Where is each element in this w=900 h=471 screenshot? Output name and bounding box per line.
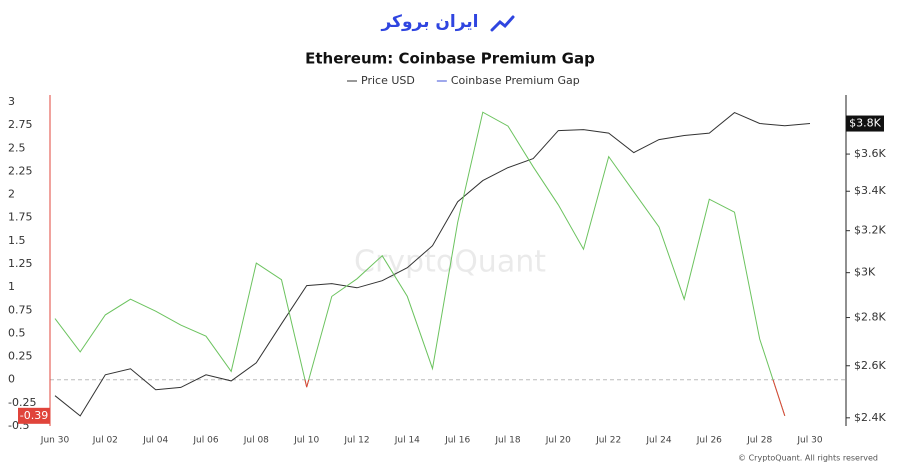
y-tick-label: 1.25	[8, 257, 33, 270]
x-tick-label: Jun 30	[40, 436, 70, 446]
x-tick-label: Jul 10	[293, 436, 319, 446]
y2-tick-label: $3K	[854, 266, 876, 279]
y-tick-label: 2	[8, 188, 15, 201]
last-value-label: -0.39	[20, 409, 48, 422]
y-tick-label: 1.5	[8, 234, 26, 247]
y2-tick-label: $3.4K	[854, 184, 886, 197]
footer: © CryptoQuant. All rights reserved	[738, 454, 878, 463]
y2-tick-label: $3.6K	[854, 147, 886, 160]
x-tick-label: Jul 08	[243, 436, 269, 446]
y-tick-label: 0.5	[8, 326, 26, 339]
y2-tick-label: $2.6K	[854, 359, 886, 372]
y-tick-label: 0.75	[8, 303, 33, 316]
last-value-box	[18, 407, 50, 424]
legend-label: Coinbase Premium Gap	[451, 74, 580, 87]
x-tick-label: Jul 22	[595, 436, 621, 446]
brand-logo: ایران بروکر	[380, 12, 515, 32]
y-tick-label: 0.25	[8, 350, 33, 363]
y-tick-label: 2.25	[8, 164, 33, 177]
watermark: CryptoQuant	[354, 245, 546, 280]
series-line	[54, 111, 786, 416]
y-tick-label: 1	[8, 280, 15, 293]
x-tick-label: Jul 04	[142, 436, 168, 446]
x-tick-label: Jul 12	[343, 436, 369, 446]
y2-tick-label: $3.2K	[854, 224, 886, 237]
x-tick-label: Jul 14	[394, 436, 420, 446]
y-tick-label: 2.75	[8, 118, 33, 131]
x-tick-label: Jul 06	[192, 436, 218, 446]
brand: ایران بروکر	[380, 12, 478, 32]
y-tick-label: 0	[8, 373, 15, 386]
y-tick-label: 3	[8, 95, 15, 108]
y2-tick-label: $2.4K	[854, 411, 886, 424]
y-tick-label: 2.5	[8, 141, 26, 154]
x-tick-label: Jul 28	[746, 436, 772, 446]
last-value-label: $3.8K	[849, 117, 881, 130]
y-tick-label: 1.75	[8, 211, 33, 224]
y2-tick-label: $2.8K	[854, 311, 886, 324]
x-tick-label: Jul 16	[444, 436, 470, 446]
x-tick-label: Jul 24	[645, 436, 671, 446]
x-tick-label: Jul 02	[92, 436, 118, 446]
last-value-box	[846, 115, 884, 132]
series-line	[54, 112, 811, 417]
legend-label: Price USD	[361, 74, 415, 87]
chart-title: Ethereum: Coinbase Premium Gap	[305, 50, 595, 68]
logo-icon	[490, 15, 515, 32]
x-tick-label: Jul 30	[796, 436, 822, 446]
x-tick-label: Jul 20	[545, 436, 571, 446]
x-tick-label: Jul 26	[696, 436, 722, 446]
y-tick-label: -0.25	[8, 396, 36, 409]
x-tick-label: Jul 18	[494, 436, 520, 446]
